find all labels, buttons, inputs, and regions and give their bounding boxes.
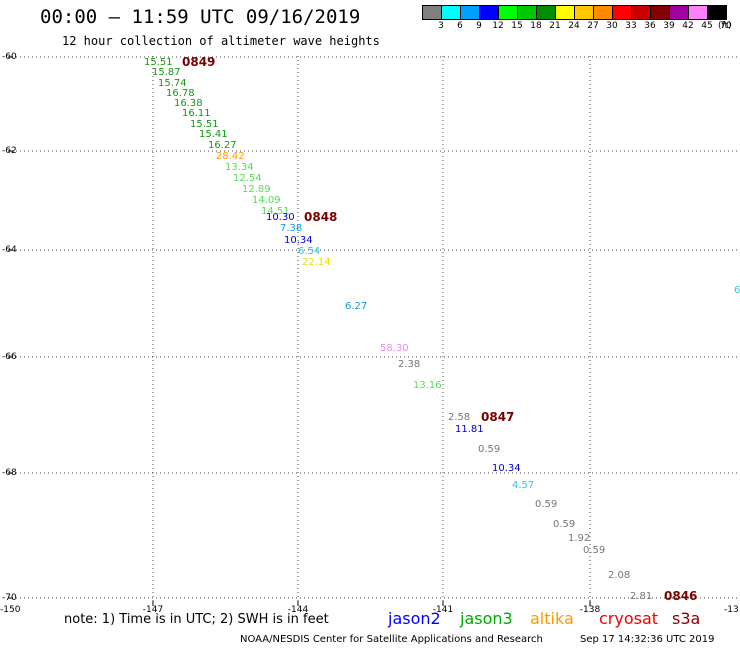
wave-height-label: 1.92 <box>568 533 591 544</box>
lon-label: -147 <box>142 605 164 615</box>
credit-line: NOAA/NESDIS Center for Satellite Applica… <box>240 634 543 645</box>
pass-time-label: 0847 <box>481 410 515 424</box>
wave-height-label: 0.59 <box>478 444 501 455</box>
colorbar-tick-label: 36 <box>644 21 656 31</box>
wave-height-label: 2.38 <box>398 359 421 370</box>
colorbar-tick-label: 70 <box>720 21 732 31</box>
wave-height-label: 2.58 <box>448 412 471 423</box>
wave-height-label: 16.78 <box>166 88 195 99</box>
wave-height-label: 22.14 <box>302 257 331 268</box>
lat-label: -60 <box>2 52 17 62</box>
pass-time-label: 0848 <box>304 210 338 224</box>
legend-jason2: jason2 <box>388 609 441 628</box>
colorbar-tick-label: 18 <box>530 21 542 31</box>
wave-height-label: 6.27 <box>345 301 368 312</box>
wave-height-label: 2.08 <box>608 570 631 581</box>
wave-height-label: 6.54 <box>298 246 321 257</box>
lat-label: -64 <box>2 245 17 255</box>
legend-s3a: s3a <box>672 609 701 628</box>
generated-timestamp: Sep 17 14:32:36 UTC 2019 <box>580 634 715 645</box>
footer-note: note: 1) Time is in UTC; 2) SWH is in fe… <box>64 612 329 627</box>
lat-label: -68 <box>2 468 17 478</box>
wave-height-label: 10.30 <box>266 212 295 223</box>
wave-height-label: 58.30 <box>380 343 409 354</box>
wave-height-label: 14.51 <box>261 206 290 217</box>
colorbar-tick-label: 45 <box>701 21 713 31</box>
lon-label: -138 <box>579 605 601 615</box>
wave-height-label: 11.81 <box>455 424 484 435</box>
wave-height-label: 0.59 <box>553 519 576 530</box>
wave-height-label: 13.16 <box>413 380 442 391</box>
colorbar-tick-label: 42 <box>682 21 694 31</box>
lat-label: -62 <box>2 146 17 156</box>
wave-height-label: 16.11 <box>182 108 211 119</box>
wave-height-label: 15.74 <box>158 78 187 89</box>
pass-time-label: 0846 <box>664 589 698 603</box>
pass-time-label: 0849 <box>182 55 216 69</box>
wave-height-label: 15.51 <box>144 57 173 68</box>
wave-height-label: 15.51 <box>190 119 219 130</box>
wave-height-label: 28.42 <box>216 151 245 162</box>
page-title: 00:00 – 11:59 UTC 09/16/2019 <box>40 6 361 28</box>
wave-height-label: 4.57 <box>512 480 535 491</box>
legend-cryosat: cryosat <box>599 609 659 628</box>
colorbar-tick-label: 30 <box>606 21 618 31</box>
wave-height-label: 12.89 <box>242 184 271 195</box>
wave-height-label: 16.38 <box>174 98 203 109</box>
page-subtitle: 12 hour collection of altimeter wave hei… <box>62 34 380 48</box>
lat-label: -66 <box>2 352 17 362</box>
colorbar-tick-label: 21 <box>549 21 561 31</box>
wave-height-label: 12.54 <box>233 173 262 184</box>
colorbar-tick-label: 24 <box>568 21 580 31</box>
wave-height-label: 10.34 <box>492 463 521 474</box>
edge-wave-height-label: 6 <box>734 285 740 296</box>
colorbar-tick-label: 33 <box>625 21 637 31</box>
wave-height-label: 0.59 <box>583 545 606 556</box>
wave-height-label: 15.41 <box>199 129 228 140</box>
legend-altika: altika <box>530 609 574 628</box>
wave-height-label: 15.87 <box>152 67 181 78</box>
wave-height-label: 0.59 <box>535 499 558 510</box>
lon-label: -13 <box>724 605 739 615</box>
colorbar-unit: (ft) <box>718 21 732 31</box>
wave-height-label: 14.09 <box>252 195 281 206</box>
lat-label: -70 <box>2 593 17 603</box>
lon-label: -144 <box>287 605 309 615</box>
lon-label: -150 <box>0 605 21 615</box>
colorbar-tick-label: 9 <box>476 21 482 31</box>
wave-height-label: 16.27 <box>208 140 237 151</box>
wave-height-label: 2.81 <box>630 591 653 602</box>
wave-height-label: 10.34 <box>284 235 313 246</box>
colorbar-tick-label: 27 <box>587 21 599 31</box>
colorbar-tick-label: 3 <box>438 21 444 31</box>
legend-jason3: jason3 <box>460 609 513 628</box>
colorbar-tick-label: 6 <box>457 21 463 31</box>
wave-height-label: 7.38 <box>280 223 303 234</box>
colorbar-tick-label: 12 <box>492 21 504 31</box>
colorbar-swatch <box>707 5 727 20</box>
colorbar-tick-label: 15 <box>511 21 523 31</box>
lon-label: -141 <box>432 605 454 615</box>
colorbar-tick-label: 39 <box>663 21 675 31</box>
wave-height-label: 13.34 <box>225 162 254 173</box>
